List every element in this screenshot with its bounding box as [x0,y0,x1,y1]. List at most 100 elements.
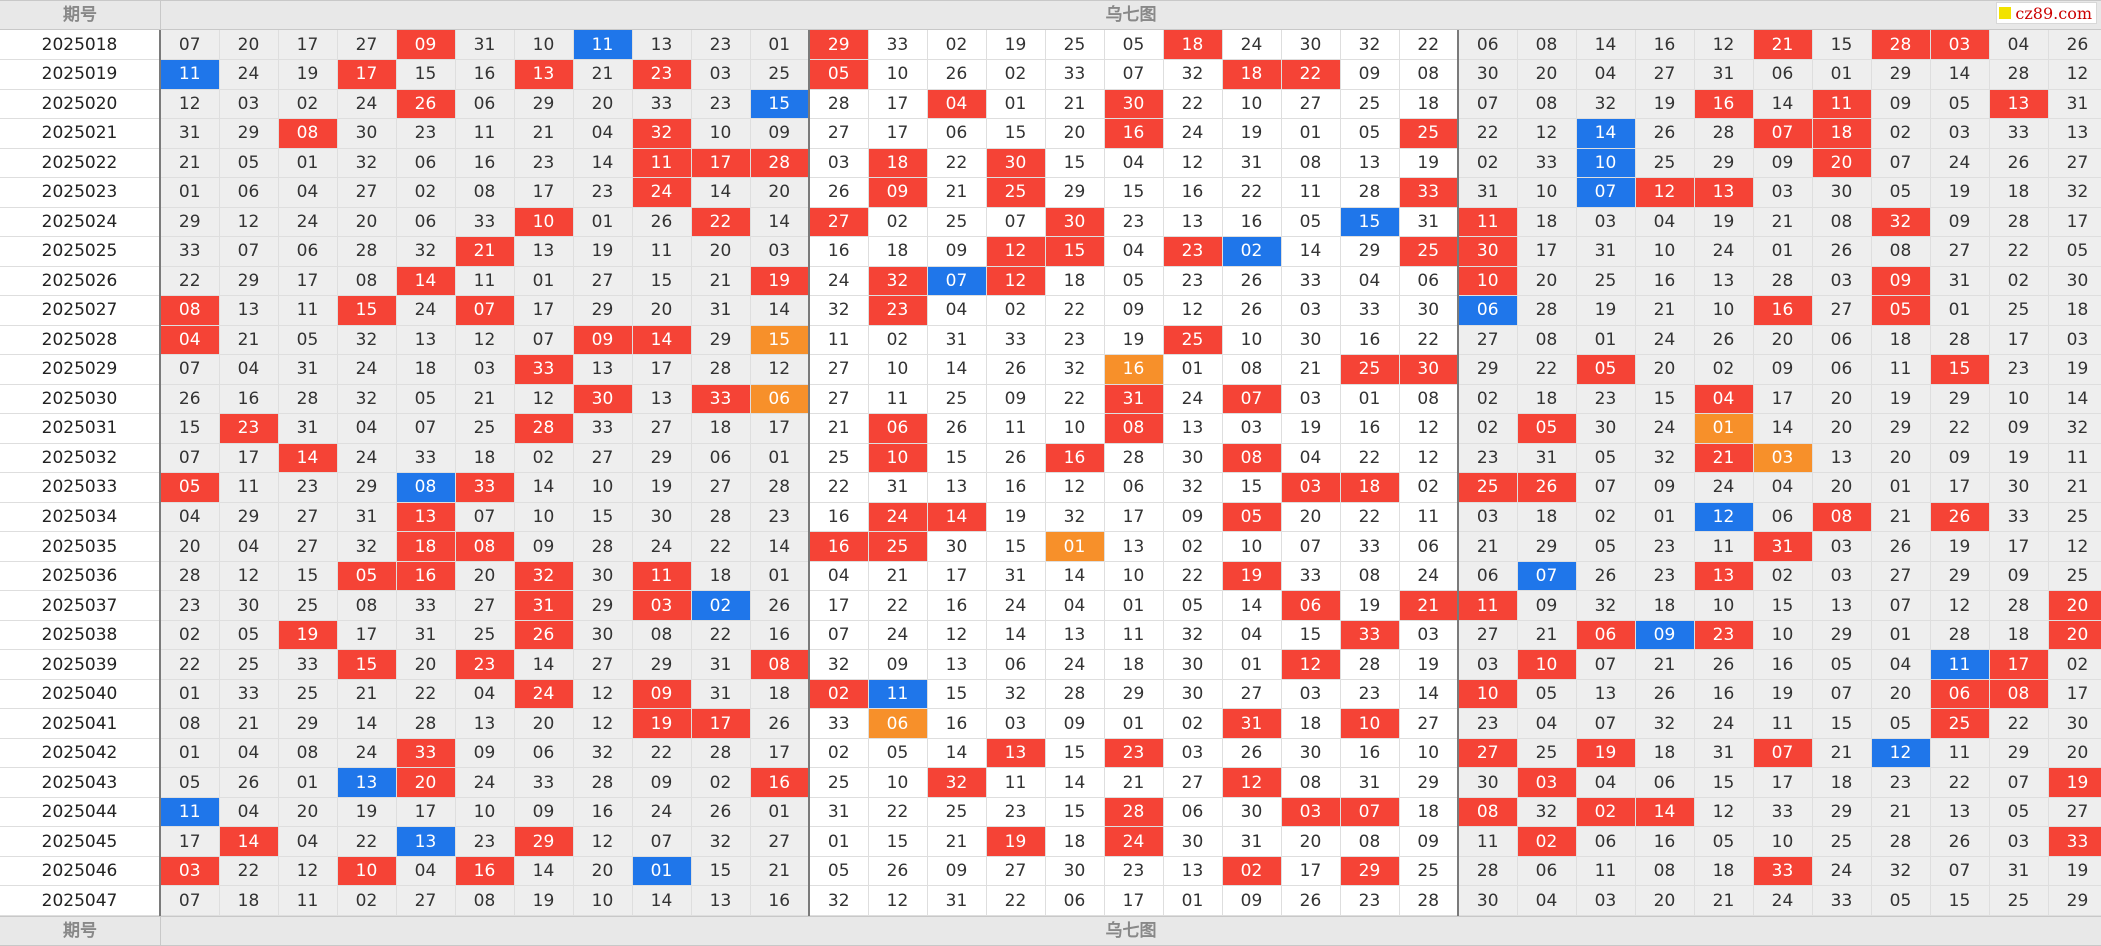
highlighted-number-cell: 19 [1222,561,1282,592]
highlighted-number-cell: 10 [1340,708,1400,739]
number-cell: 21 [1694,885,1754,916]
number-cell: 28 [1340,177,1400,208]
highlighted-number-cell: 24 [868,502,928,533]
number-cell: 23 [986,797,1046,828]
number-cell: 27 [573,443,633,474]
number-cell: 25 [927,384,987,415]
number-cell: 17 [1281,856,1341,887]
number-cell: 16 [1340,325,1400,356]
number-cell: 18 [1281,708,1341,739]
highlighted-number-cell: 07 [1576,177,1636,208]
number-cell: 17 [1989,531,2049,562]
highlighted-number-cell: 06 [1458,295,1518,326]
number-cell: 24 [278,207,338,238]
highlighted-number-cell: 19 [750,266,810,297]
number-cell: 22 [337,826,397,857]
number-cell: 30 [1045,856,1105,887]
number-cell: 30 [1163,679,1223,710]
number-cell: 08 [455,177,515,208]
period-cell: 2025034 [0,502,161,533]
number-cell: 24 [1812,856,1872,887]
number-cell: 18 [1871,325,1931,356]
table-row: 2025036 28 12 15 05 16 20 32 30 11 18 01 04 21 17 31 14 1… [0,561,2101,592]
number-cell: 18 [1694,856,1754,887]
number-cell: 29 [160,207,220,238]
number-cell: 17 [1753,384,1813,415]
number-cell: 17 [750,738,810,769]
highlighted-number-cell: 10 [1458,266,1518,297]
number-cell: 29 [1812,797,1872,828]
site-watermark[interactable]: cz89.com [1996,2,2097,24]
highlighted-number-cell: 31 [514,590,574,621]
highlighted-number-cell: 11 [573,30,633,61]
number-cell: 10 [1222,89,1282,120]
highlighted-number-cell: 10 [337,856,397,887]
number-cell: 10 [1222,325,1282,356]
number-cell: 05 [278,325,338,356]
number-cell: 31 [1222,826,1282,857]
number-cell: 28 [691,502,751,533]
highlighted-number-cell: 02 [1576,797,1636,828]
number-cell: 04 [1045,590,1105,621]
number-cell: 24 [1045,649,1105,680]
number-cell: 27 [278,502,338,533]
number-cell: 11 [1399,502,1459,533]
number-cell: 22 [1340,502,1400,533]
number-cell: 16 [927,590,987,621]
number-cell: 24 [1635,413,1695,444]
number-cell: 32 [337,384,397,415]
highlighted-number-cell: 06 [1281,590,1341,621]
period-cell: 2025037 [0,590,161,621]
highlighted-number-cell: 25 [1458,472,1518,503]
number-cell: 25 [1517,738,1577,769]
number-cell: 08 [1399,59,1459,90]
number-cell: 18 [2048,295,2101,326]
number-cell: 31 [396,620,456,651]
number-cell: 13 [455,708,515,739]
number-cell: 20 [1812,413,1872,444]
table-row: 2025035 20 04 27 32 18 08 09 28 24 22 14 16 25 30 15 01 1… [0,531,2101,562]
number-cell: 11 [1694,531,1754,562]
number-cell: 07 [986,207,1046,238]
number-cell: 07 [632,826,692,857]
number-cell: 27 [2048,797,2101,828]
number-cell: 16 [750,885,810,916]
highlighted-number-cell: 26 [514,620,574,651]
number-cell: 18 [1399,89,1459,120]
number-cell: 18 [691,413,751,444]
draw-history-table: 2025018 07 20 17 27 09 31 10 11 13 23 01 29 33 02 19 25 0… [0,30,2101,916]
number-cell: 11 [986,413,1046,444]
number-cell: 27 [337,177,397,208]
highlighted-number-cell: 25 [868,531,928,562]
number-cell: 11 [1753,708,1813,739]
chart-title: 乌七图 [1105,5,1157,25]
highlighted-number-cell: 05 [1871,295,1931,326]
number-cell: 22 [1458,118,1518,149]
highlighted-number-cell: 26 [1517,472,1577,503]
highlighted-number-cell: 20 [1812,148,1872,179]
number-cell: 05 [1104,266,1164,297]
highlighted-number-cell: 13 [1694,561,1754,592]
number-cell: 11 [986,767,1046,798]
number-cell: 25 [1045,30,1105,61]
period-cell: 2025028 [0,325,161,356]
number-cell: 03 [1281,384,1341,415]
number-cell: 11 [809,325,869,356]
period-cell: 2025021 [0,118,161,149]
number-cell: 14 [750,531,810,562]
number-cell: 02 [809,738,869,769]
number-cell: 10 [1989,384,2049,415]
number-cell: 13 [396,325,456,356]
period-cell: 2025040 [0,679,161,710]
number-cell: 19 [1753,679,1813,710]
highlighted-number-cell: 06 [1576,620,1636,651]
number-cell: 22 [1517,354,1577,385]
number-cell: 30 [1281,325,1341,356]
number-cell: 20 [455,561,515,592]
highlighted-number-cell: 31 [1222,708,1282,739]
number-cell: 05 [1989,797,2049,828]
number-cell: 18 [1517,207,1577,238]
number-cell: 01 [514,266,574,297]
number-cell: 27 [1399,708,1459,739]
number-cell: 26 [927,413,987,444]
